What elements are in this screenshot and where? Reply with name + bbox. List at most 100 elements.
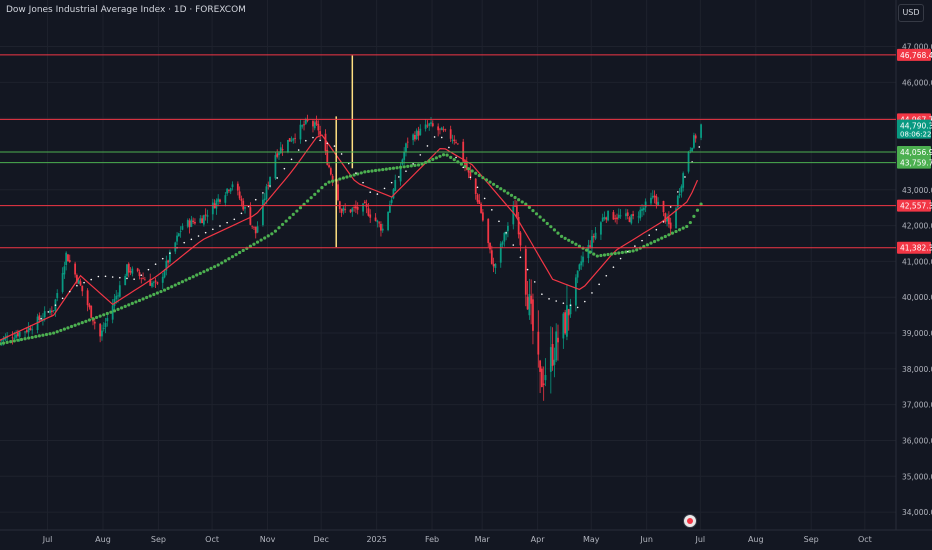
ma-slow-dot bbox=[295, 209, 299, 213]
candle-body bbox=[303, 124, 305, 126]
candle-body bbox=[619, 215, 622, 217]
candle-body bbox=[592, 235, 595, 238]
ma-slow-dot bbox=[73, 323, 77, 327]
ma-slow-dot bbox=[506, 191, 510, 195]
trend-dot bbox=[76, 284, 78, 287]
candle-body bbox=[253, 226, 255, 228]
candle-body bbox=[240, 198, 243, 201]
ma-slow-dot bbox=[613, 251, 617, 256]
ma-slow-dot bbox=[599, 253, 603, 258]
ma-slow-dot bbox=[606, 252, 610, 257]
ma-slow-dot bbox=[248, 244, 252, 248]
trend-dot bbox=[161, 257, 164, 260]
candle-body bbox=[519, 232, 522, 246]
candle-body bbox=[557, 337, 559, 343]
ma-slow-dot bbox=[306, 199, 310, 203]
candle-body bbox=[424, 124, 427, 129]
candle-body bbox=[201, 218, 203, 224]
ma-slow-dot bbox=[273, 229, 278, 233]
ma-slow-dot bbox=[420, 162, 424, 166]
ma-slow-dot bbox=[137, 298, 142, 303]
price-axis-label: 47,000.0 bbox=[902, 43, 932, 52]
candle-body bbox=[126, 264, 128, 276]
candle-body bbox=[481, 212, 484, 221]
ma-slow-dot bbox=[391, 166, 396, 170]
ma-slow-dot bbox=[656, 238, 660, 242]
trend-dot bbox=[576, 306, 579, 309]
ma-slow-dot bbox=[62, 327, 66, 331]
candle-body bbox=[553, 359, 556, 365]
candle-body bbox=[526, 296, 529, 310]
trend-dot bbox=[226, 221, 228, 224]
candle-body bbox=[349, 209, 352, 213]
candle-body bbox=[143, 279, 146, 281]
candle-body bbox=[528, 293, 531, 316]
trend-dot bbox=[254, 198, 257, 201]
ma-slow-dot bbox=[284, 219, 288, 223]
ma-slow-dot bbox=[463, 164, 467, 169]
candle-body bbox=[387, 211, 389, 231]
ma-slow-dot bbox=[184, 278, 188, 282]
candle-body bbox=[667, 217, 670, 225]
time-axis-label: Sep bbox=[151, 535, 166, 544]
ma-slow-dot bbox=[524, 202, 528, 206]
candle-body bbox=[507, 225, 509, 232]
ma-slow-dot bbox=[492, 182, 496, 186]
candle-body bbox=[675, 208, 677, 229]
ma-slow-dot bbox=[631, 249, 635, 253]
ma-slow-dot bbox=[320, 186, 324, 190]
candle-body bbox=[601, 217, 604, 222]
ma-slow-dot bbox=[674, 229, 678, 234]
candle-body bbox=[224, 195, 227, 203]
tradingview-logo-icon[interactable] bbox=[683, 514, 697, 528]
candle-body bbox=[630, 214, 633, 224]
ma-slow-dot bbox=[277, 226, 281, 230]
ma-slow-dot bbox=[27, 336, 31, 340]
trend-dot bbox=[584, 300, 586, 303]
candle-body bbox=[700, 124, 702, 138]
ma-slow-dot bbox=[30, 335, 34, 339]
candle-body bbox=[390, 199, 393, 203]
candle-body bbox=[569, 304, 572, 315]
candle-body bbox=[67, 254, 69, 262]
candle-body bbox=[490, 250, 493, 264]
candle-body bbox=[65, 252, 68, 265]
candle-body bbox=[63, 266, 66, 275]
trend-dot bbox=[154, 263, 157, 265]
ma-slow-dot bbox=[588, 250, 592, 254]
candle-body bbox=[417, 131, 420, 136]
ma-slow-dot bbox=[145, 295, 149, 300]
candle-body bbox=[676, 195, 679, 208]
ma-slow-dot bbox=[116, 307, 120, 311]
candle-body bbox=[594, 232, 597, 239]
candle-body bbox=[18, 331, 21, 337]
candle-body bbox=[388, 204, 391, 213]
candle-body bbox=[202, 215, 205, 225]
candle-body bbox=[186, 220, 189, 227]
ma-slow-dot bbox=[477, 173, 481, 178]
ma-slow-dot bbox=[441, 153, 446, 157]
trend-dot bbox=[626, 250, 629, 253]
candle-body bbox=[517, 216, 520, 235]
candle-body bbox=[25, 330, 28, 332]
ma-fast-line bbox=[0, 134, 699, 341]
ma-slow-dot bbox=[112, 309, 117, 313]
candle-body bbox=[524, 248, 527, 295]
candle-body bbox=[369, 214, 372, 218]
currency-button[interactable]: USD bbox=[898, 4, 924, 22]
ma-slow-dot bbox=[259, 238, 263, 242]
time-axis-label: Mar bbox=[475, 535, 491, 544]
trend-dot bbox=[204, 231, 207, 234]
time-axis-label: Oct bbox=[858, 535, 872, 544]
resistance-level-badge bbox=[897, 48, 931, 61]
candle-body bbox=[238, 191, 241, 199]
candle-body bbox=[181, 226, 184, 230]
ma-slow-dot bbox=[459, 162, 464, 166]
time-axis-label: Apr bbox=[531, 535, 546, 544]
ma-slow-dot bbox=[44, 332, 49, 337]
ma-slow-dot bbox=[373, 168, 378, 173]
ma-slow-dot bbox=[624, 250, 628, 254]
ma-slow-dot bbox=[402, 165, 406, 169]
ma-slow-dot bbox=[416, 163, 421, 167]
